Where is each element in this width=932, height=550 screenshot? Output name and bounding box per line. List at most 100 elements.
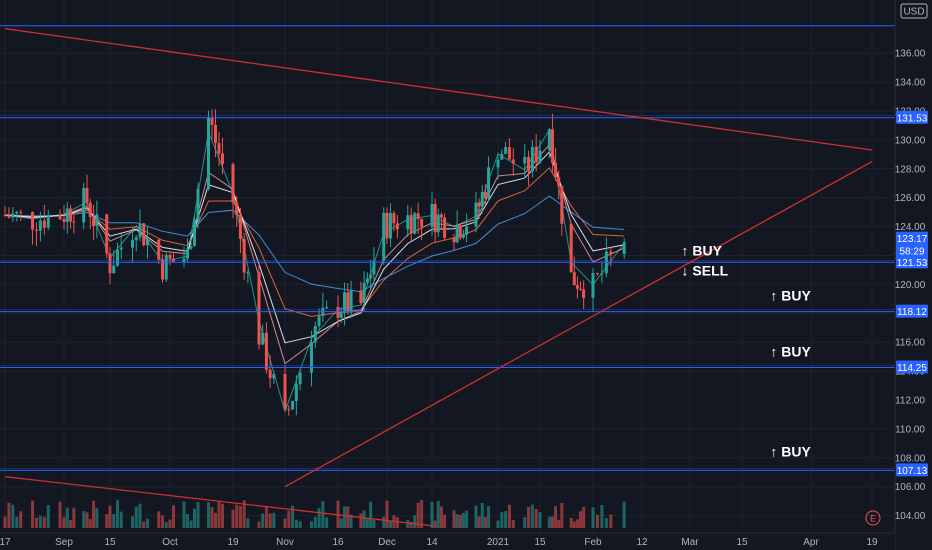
candle-body	[420, 218, 424, 227]
candle-body	[235, 202, 239, 215]
candle-body	[575, 285, 579, 289]
y-tick-label: 108.00	[895, 453, 926, 464]
volume-bar	[164, 521, 168, 528]
candlesticks	[3, 109, 626, 416]
candle-body	[430, 203, 434, 227]
currency-badge[interactable]: USD	[900, 3, 928, 19]
candle-body	[409, 215, 413, 234]
x-tick-label: 19	[227, 537, 239, 548]
candle-body	[406, 215, 410, 230]
volume-bar	[46, 504, 50, 528]
price-level-badge-label: 114.25	[897, 363, 927, 374]
volume-bar	[134, 506, 138, 528]
moving-average-line	[4, 143, 625, 365]
volume-bar	[283, 518, 287, 528]
candle-body	[246, 272, 250, 274]
volume-bar	[325, 517, 329, 528]
volume-bar	[189, 520, 193, 528]
candle-body	[395, 223, 399, 230]
volume-bar	[214, 512, 217, 528]
volume-bar	[582, 506, 586, 528]
volume-bar	[317, 508, 321, 528]
candle-body	[138, 223, 142, 238]
candle-body	[554, 162, 558, 178]
price-level-badge-label: 118.12	[897, 307, 927, 318]
price-badge	[896, 244, 928, 258]
volume-bar	[264, 505, 268, 528]
candle-body	[569, 223, 573, 273]
volume-bar	[7, 502, 11, 528]
x-tick-label: 15	[736, 537, 748, 548]
earnings-icon: E	[870, 514, 876, 524]
x-tick-label: Feb	[584, 537, 602, 548]
candle-body	[487, 167, 491, 199]
trade-annotation-buy: ↑ BUY	[770, 287, 811, 303]
volume-bar	[369, 501, 373, 528]
volume-bar	[207, 502, 210, 528]
volume-bar	[557, 519, 561, 528]
price-axis-panel[interactable]	[895, 0, 932, 550]
candle-body	[207, 117, 210, 189]
volume-bar	[480, 502, 484, 528]
candle-body	[287, 409, 291, 411]
candle-body	[221, 153, 224, 164]
candle-body	[116, 249, 119, 266]
trade-annotation-buy: ↑ BUY	[770, 344, 811, 360]
candle-body	[210, 117, 214, 125]
volume-bar	[500, 512, 504, 528]
candle-body	[343, 292, 347, 313]
candle-body	[388, 213, 392, 239]
volume-bar	[395, 517, 399, 528]
candle-body	[82, 187, 86, 223]
candle-body	[272, 374, 276, 379]
volume-bar	[483, 517, 487, 528]
volume-bar	[455, 514, 459, 528]
candle-body	[261, 332, 265, 345]
volume-bar	[221, 503, 224, 528]
price-level-badge-label: 107.13	[897, 466, 928, 477]
volume-bar	[600, 505, 604, 528]
candle-body	[72, 221, 76, 223]
candle-body	[131, 240, 134, 248]
candle-body	[193, 219, 196, 247]
volume-bar	[439, 506, 443, 528]
moving-average-line	[4, 195, 625, 293]
volume-bar	[11, 504, 15, 528]
candle-body	[534, 146, 538, 163]
volume-bar	[72, 507, 76, 528]
volume-bar	[34, 517, 38, 528]
candle-body	[157, 239, 161, 260]
candle-body	[392, 213, 396, 224]
volume-bar	[538, 512, 542, 528]
volume-bar	[146, 518, 149, 528]
candle-body	[196, 188, 200, 220]
price-badge-label: 58:29	[899, 247, 924, 258]
x-tick-label: 14	[426, 537, 438, 548]
volume-bar	[436, 501, 440, 528]
price-badge	[896, 255, 928, 269]
candle-body	[439, 214, 443, 218]
trendline-resistance	[4, 27, 873, 151]
x-tick-label: 19	[866, 537, 878, 548]
volume-bar	[609, 514, 613, 528]
x-tick-label: Sep	[55, 537, 73, 548]
volume-bar	[291, 505, 295, 528]
volume-bar	[382, 516, 386, 528]
candle-body	[291, 401, 295, 410]
candle-body	[257, 272, 261, 345]
time-axis-panel[interactable]	[0, 533, 895, 550]
event-marker[interactable]: E	[865, 510, 881, 526]
volume-bar	[523, 516, 527, 528]
volume-bar	[82, 511, 86, 528]
price-badge-label: 121.53	[897, 258, 928, 269]
candle-body	[65, 208, 69, 222]
candle-body	[369, 274, 373, 279]
volume-bar	[595, 514, 599, 528]
volume-bar	[310, 521, 313, 528]
candle-body	[85, 187, 89, 203]
candle-body	[161, 259, 164, 280]
volume-bar	[420, 500, 424, 528]
price-level-badge	[896, 360, 928, 374]
volume-bar	[560, 502, 564, 528]
